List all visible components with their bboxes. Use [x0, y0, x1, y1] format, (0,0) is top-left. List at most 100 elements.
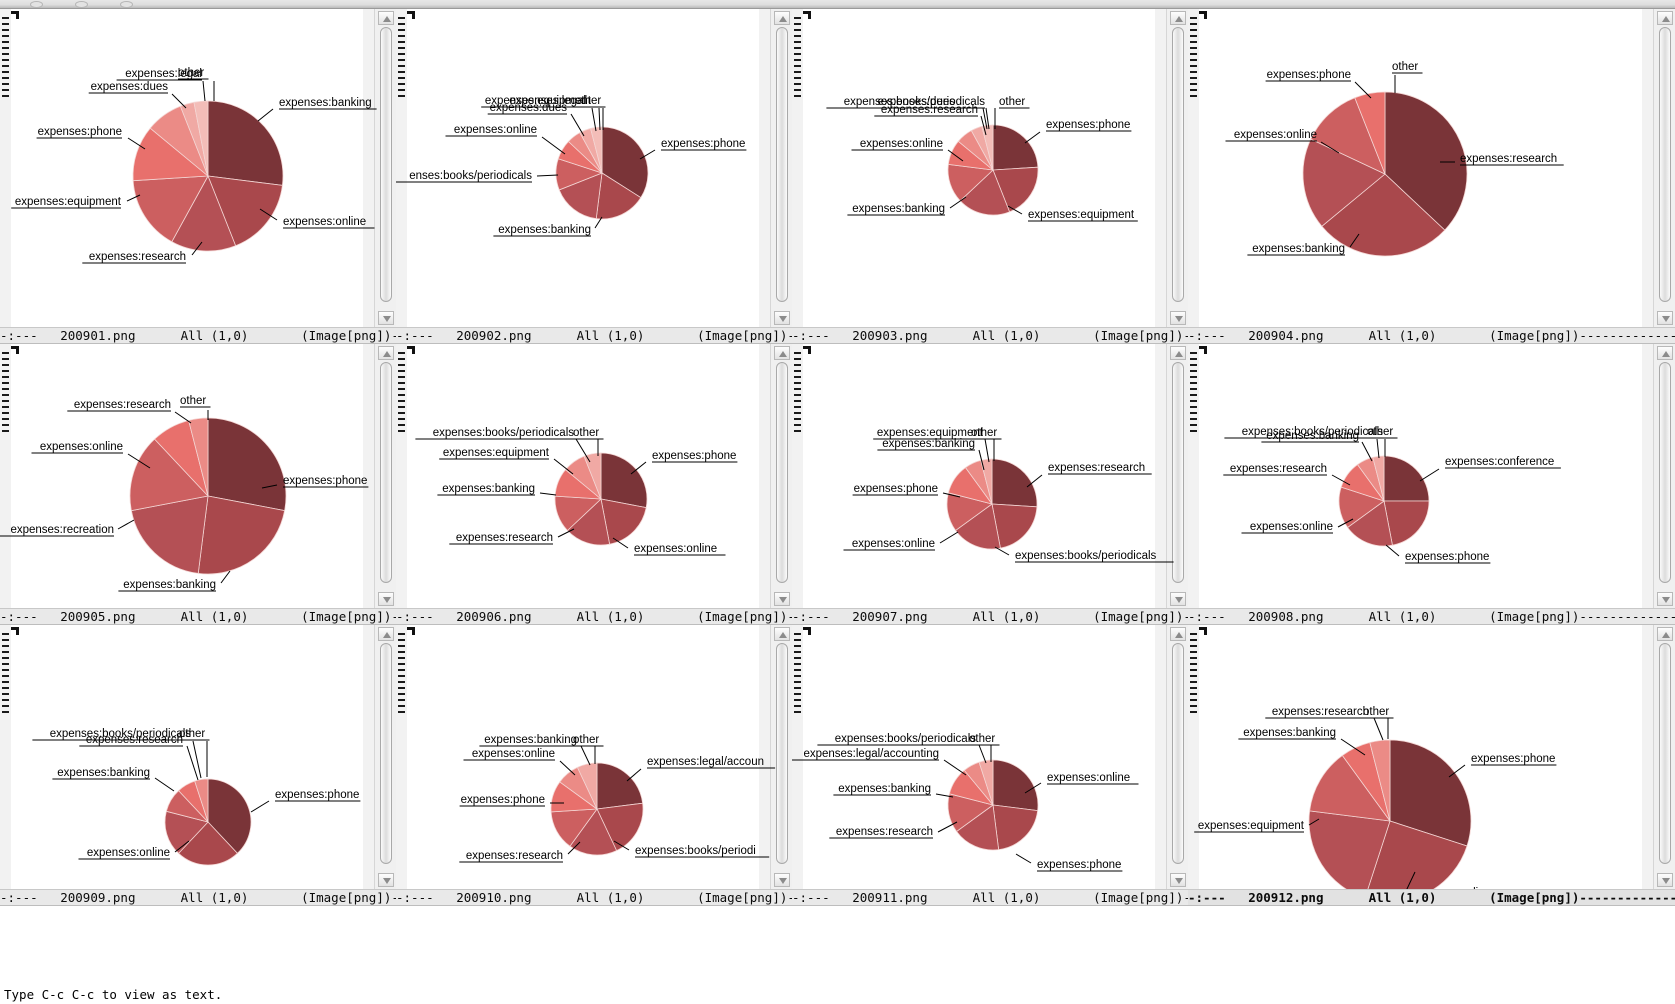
mode-line-200907[interactable]: -:--- 200907.png All (1,0) (Image[png])-… — [792, 608, 1188, 625]
window-body[interactable]: expenses:phone expenses:equipment expenses… — [792, 9, 1188, 327]
mode-line-200912[interactable]: -:--- 200912.png All (1,0) (Image[png])-… — [1188, 889, 1675, 906]
vertical-scrollbar[interactable] — [374, 9, 396, 327]
emacs-window-200908[interactable]: expenses:conference expenses:phone expense… — [1188, 344, 1675, 625]
scrollbar-thumb[interactable] — [1659, 362, 1671, 583]
emacs-window-200903[interactable]: expenses:phone expenses:equipment expenses… — [792, 9, 1188, 344]
window-body[interactable]: expenses:phone expenses:banking enses:book… — [396, 9, 792, 327]
scrollbar-thumb[interactable] — [380, 362, 392, 583]
leader-line — [1448, 764, 1466, 778]
emacs-window-200909[interactable]: expenses:phone expenses:online expenses:ba… — [0, 625, 396, 906]
mode-line-200903[interactable]: -:--- 200903.png All (1,0) (Image[png])-… — [792, 327, 1188, 344]
window-body[interactable]: expenses:online expenses:phone expenses:re… — [792, 625, 1188, 889]
mode-line-prefix: -:--- — [1188, 328, 1241, 343]
scroll-down-arrow-icon[interactable] — [378, 311, 394, 325]
scrollbar-thumb[interactable] — [380, 27, 392, 302]
emacs-window-200910[interactable]: expenses:legal/accoun expenses:books/peri… — [396, 625, 792, 906]
window-body[interactable]: expenses:phone expenses:online expenses:re… — [396, 344, 792, 608]
mode-line-200909[interactable]: -:--- 200909.png All (1,0) (Image[png])-… — [0, 889, 396, 906]
scroll-down-arrow-icon[interactable] — [774, 311, 790, 325]
mode-line-200910[interactable]: -:--- 200910.png All (1,0) (Image[png])-… — [396, 889, 792, 906]
scrollbar-thumb[interactable] — [776, 362, 788, 583]
scroll-up-arrow-icon[interactable] — [1170, 627, 1186, 641]
scroll-down-arrow-icon[interactable] — [1170, 311, 1186, 325]
emacs-window-200902[interactable]: expenses:phone expenses:banking enses:book… — [396, 9, 792, 344]
window-body[interactable]: expenses:research expenses:banking expense… — [1188, 9, 1675, 327]
scroll-down-arrow-icon[interactable] — [1170, 592, 1186, 606]
mode-line-200904[interactable]: -:--- 200904.png All (1,0) (Image[png])-… — [1188, 327, 1675, 344]
truncation-arrow-icon — [1190, 657, 1197, 659]
emacs-window-200904[interactable]: expenses:research expenses:banking expense… — [1188, 9, 1675, 344]
window-body[interactable]: expenses:phone expenses:banking expenses:r… — [0, 344, 396, 608]
emacs-window-200911[interactable]: expenses:online expenses:phone expenses:re… — [792, 625, 1188, 906]
leader-line — [186, 745, 199, 781]
scroll-down-arrow-icon[interactable] — [378, 873, 394, 887]
window-body[interactable]: expenses:conference expenses:phone expense… — [1188, 344, 1675, 608]
scroll-down-arrow-icon[interactable] — [1657, 311, 1673, 325]
scroll-up-arrow-icon[interactable] — [774, 346, 790, 360]
scroll-down-arrow-icon[interactable] — [774, 873, 790, 887]
vertical-scrollbar[interactable] — [1166, 625, 1188, 889]
scroll-up-arrow-icon[interactable] — [1657, 627, 1673, 641]
emacs-toolbar[interactable] — [0, 0, 1675, 9]
mode-line-filler: -------- — [391, 328, 396, 343]
emacs-window-200907[interactable]: expenses:research expenses:books/periodic… — [792, 344, 1188, 625]
pie-slice-label: expenses:banking — [123, 579, 216, 591]
leader-line — [598, 107, 601, 131]
window-body[interactable]: expenses:phone expenses:online expenses:ba… — [0, 625, 396, 889]
window-body[interactable]: expenses:research expenses:books/periodic… — [792, 344, 1188, 608]
vertical-scrollbar[interactable] — [1166, 344, 1188, 608]
scroll-down-arrow-icon[interactable] — [378, 592, 394, 606]
scroll-up-arrow-icon[interactable] — [774, 627, 790, 641]
mode-line-200905[interactable]: -:--- 200905.png All (1,0) (Image[png])-… — [0, 608, 396, 625]
scroll-up-arrow-icon[interactable] — [378, 627, 394, 641]
scroll-up-arrow-icon[interactable] — [1657, 346, 1673, 360]
scroll-down-arrow-icon[interactable] — [774, 592, 790, 606]
open-file-icon[interactable] — [75, 1, 88, 8]
window-body[interactable]: expenses:phone expenses:online expenses:eq… — [1188, 625, 1675, 889]
scrollbar-thumb[interactable] — [1172, 643, 1184, 864]
vertical-scrollbar[interactable] — [1653, 344, 1675, 608]
scroll-up-arrow-icon[interactable] — [1170, 11, 1186, 25]
scrollbar-thumb[interactable] — [1659, 643, 1671, 864]
scrollbar-thumb[interactable] — [776, 643, 788, 864]
vertical-scrollbar[interactable] — [770, 9, 792, 327]
truncation-arrow-icon — [794, 23, 801, 25]
window-body[interactable]: expenses:banking expenses:online expenses:… — [0, 9, 396, 327]
mode-line-200906[interactable]: -:--- 200906.png All (1,0) (Image[png])-… — [396, 608, 792, 625]
scrollbar-thumb[interactable] — [380, 643, 392, 864]
vertical-scrollbar[interactable] — [1653, 625, 1675, 889]
truncation-arrow-icon — [794, 412, 801, 414]
scroll-up-arrow-icon[interactable] — [774, 11, 790, 25]
new-file-icon[interactable] — [30, 1, 43, 8]
vertical-scrollbar[interactable] — [1653, 9, 1675, 327]
scroll-up-arrow-icon[interactable] — [1170, 346, 1186, 360]
vertical-scrollbar[interactable] — [374, 625, 396, 889]
scroll-up-arrow-icon[interactable] — [378, 346, 394, 360]
vertical-scrollbar[interactable] — [1166, 9, 1188, 327]
vertical-scrollbar[interactable] — [770, 625, 792, 889]
scrollbar-thumb[interactable] — [1659, 27, 1671, 302]
scroll-down-arrow-icon[interactable] — [1657, 873, 1673, 887]
save-icon[interactable] — [120, 1, 133, 8]
emacs-window-200912[interactable]: expenses:phone expenses:online expenses:eq… — [1188, 625, 1675, 906]
scroll-down-arrow-icon[interactable] — [1657, 592, 1673, 606]
pie-slice-label: expenses:equipment — [1198, 820, 1305, 832]
emacs-window-200901[interactable]: expenses:banking expenses:online expenses:… — [0, 9, 396, 344]
pie-slice-label: expenses:online — [1234, 129, 1317, 141]
mode-line-200902[interactable]: -:--- 200902.png All (1,0) (Image[png])-… — [396, 327, 792, 344]
mode-line-200901[interactable]: -:--- 200901.png All (1,0) (Image[png])-… — [0, 327, 396, 344]
pie-slice — [177, 821, 239, 866]
scrollbar-thumb[interactable] — [1172, 27, 1184, 302]
scrollbar-thumb[interactable] — [1172, 362, 1184, 583]
scrollbar-thumb[interactable] — [776, 27, 788, 302]
vertical-scrollbar[interactable] — [374, 344, 396, 608]
vertical-scrollbar[interactable] — [770, 344, 792, 608]
mode-line-200911[interactable]: -:--- 200911.png All (1,0) (Image[png])-… — [792, 889, 1188, 906]
emacs-window-200906[interactable]: expenses:phone expenses:online expenses:re… — [396, 344, 792, 625]
scroll-up-arrow-icon[interactable] — [378, 11, 394, 25]
scroll-up-arrow-icon[interactable] — [1657, 11, 1673, 25]
scroll-down-arrow-icon[interactable] — [1170, 873, 1186, 887]
emacs-window-200905[interactable]: expenses:phone expenses:banking expenses:r… — [0, 344, 396, 625]
window-body[interactable]: expenses:legal/accoun expenses:books/peri… — [396, 625, 792, 889]
mode-line-200908[interactable]: -:--- 200908.png All (1,0) (Image[png])-… — [1188, 608, 1675, 625]
